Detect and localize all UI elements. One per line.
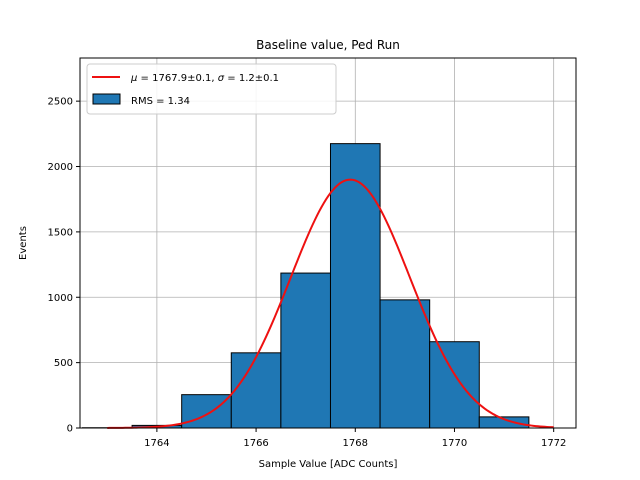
histogram-bar	[181, 394, 232, 429]
fit-curve-group	[107, 178, 554, 429]
x-tick-label: 1770	[442, 438, 467, 449]
legend-sigma-value: = 1.2±0.1	[224, 73, 279, 84]
legend-mu-value: = 1767.9±0.1,	[137, 73, 217, 84]
y-tick-label: 1500	[48, 227, 73, 238]
plot-frame	[79, 57, 577, 429]
x-tick-label: 1772	[541, 438, 566, 449]
chart-title: Baseline value, Ped Run	[256, 38, 400, 52]
histogram-bar	[230, 352, 282, 429]
legend-hist-label: RMS = 1.34	[131, 96, 190, 107]
y-axis-ticks: 0 500 1000 1500 2000 2500	[48, 97, 80, 435]
legend-frame	[86, 63, 337, 115]
histogram-bar	[280, 272, 331, 429]
fit-curve	[107, 178, 554, 429]
legend: μ = 1767.9±0.1, σ = 1.2±0.1 RMS = 1.34	[86, 63, 337, 115]
y-tick-label: 2000	[48, 162, 73, 173]
x-tick-label: 1768	[343, 438, 368, 449]
histogram-bar	[429, 341, 480, 429]
legend-mu-symbol: μ	[130, 73, 137, 84]
histogram-bars	[81, 143, 530, 429]
y-tick-label: 500	[54, 358, 73, 369]
x-axis-ticks: 1764 1766 1768 1770 1772	[144, 428, 566, 449]
y-tick-label: 1000	[48, 293, 73, 304]
x-tick-label: 1764	[144, 438, 169, 449]
histogram-bar	[379, 299, 431, 429]
legend-fit-label: μ = 1767.9±0.1, σ = 1.2±0.1	[130, 73, 279, 84]
legend-sigma-symbol: σ	[218, 73, 225, 84]
legend-hist-swatch	[92, 93, 121, 105]
y-tick-label: 0	[67, 424, 73, 435]
histogram-bar	[329, 143, 381, 429]
y-axis-label: Events	[18, 226, 29, 260]
y-tick-label: 2500	[48, 97, 73, 108]
x-tick-label: 1766	[243, 438, 268, 449]
x-axis-label: Sample Value [ADC Counts]	[259, 459, 398, 470]
